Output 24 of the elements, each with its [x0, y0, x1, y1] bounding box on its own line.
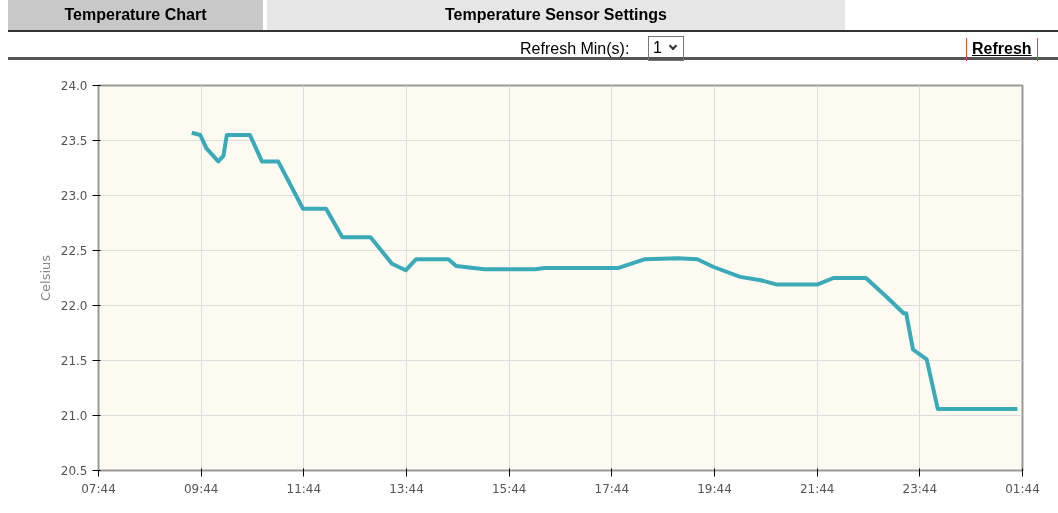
y-tick-label: 24.0 — [60, 79, 88, 93]
x-tick-label: 17:44 — [594, 481, 630, 496]
text: 1 — [648, 36, 685, 61]
x-tick-label: 01:44 — [1005, 481, 1040, 496]
y-tick-label: 21.5 — [60, 354, 88, 368]
y-tick-label: 22.5 — [60, 244, 88, 258]
y-tick-label: 23.5 — [60, 134, 88, 148]
y-tick-label: 20.5 — [60, 464, 88, 478]
y-tick-label: 23.0 — [60, 189, 88, 203]
x-tick-label: 19:44 — [697, 481, 732, 496]
y-axis-title: Celsius — [37, 254, 53, 302]
x-tick-label: 21:44 — [799, 481, 835, 496]
y-tick-label: 21.0 — [60, 409, 88, 423]
text: Temperature Chart — [8, 0, 263, 30]
x-tick-label: 07:44 — [81, 481, 116, 496]
x-tick-label: 23:44 — [902, 481, 938, 496]
x-tick-label: 13:44 — [389, 481, 424, 496]
y-tick-label: 22.0 — [60, 299, 88, 313]
x-tick-label: 15:44 — [491, 481, 527, 496]
text: Temperature Sensor Settings — [267, 0, 845, 30]
x-tick-label: 09:44 — [183, 481, 219, 496]
text: Refresh — [966, 38, 1038, 61]
x-tick-label: 11:44 — [286, 481, 322, 496]
text: Refresh Min(s): — [520, 39, 630, 59]
